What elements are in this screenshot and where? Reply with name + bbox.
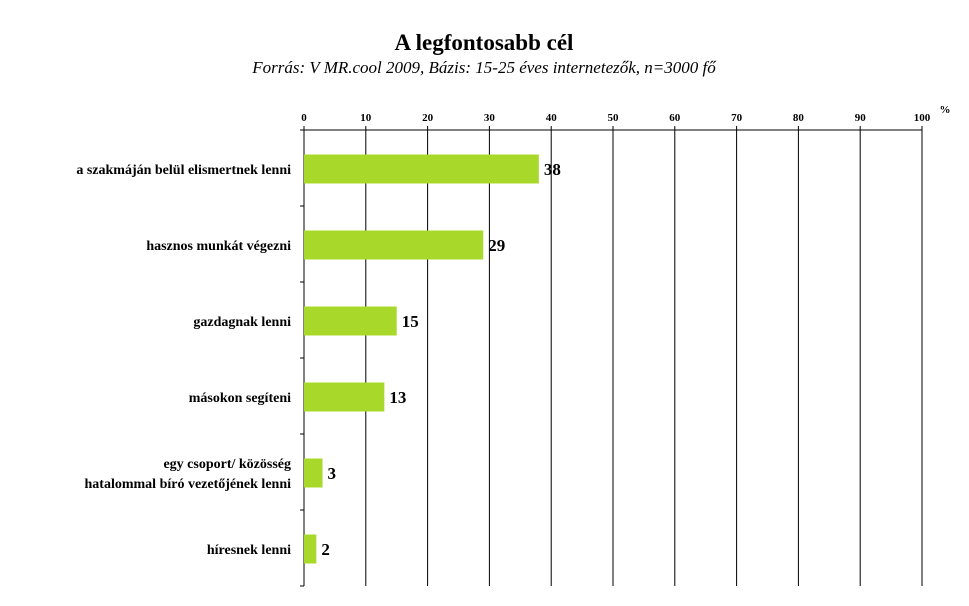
category-label: egy csoport/ közösség: [163, 457, 291, 472]
data-label: 15: [402, 312, 419, 331]
category-labels: a szakmáján belül elismertnek lenni haszn…: [76, 163, 291, 558]
data-label: 29: [488, 236, 505, 255]
data-label: 38: [544, 160, 561, 179]
category-label: gazdagnak lenni: [193, 315, 291, 330]
x-tick-label: 40: [546, 112, 558, 124]
data-label: 2: [321, 540, 330, 559]
x-tick-labels: 0 10 20 30 40 50 60 70 80 90 100: [301, 112, 931, 124]
x-tick-label: 100: [914, 112, 931, 124]
x-tick-label: 50: [608, 112, 620, 124]
chart-title: A legfontosabb cél: [395, 30, 574, 55]
x-tick-label: 80: [793, 112, 805, 124]
x-tick-label: 90: [855, 112, 867, 124]
data-labels: 38 29 15 13 3 2: [321, 160, 560, 559]
bar: [304, 306, 397, 336]
category-label: másokon segíteni: [189, 391, 291, 406]
axis-unit-label: %: [940, 104, 951, 116]
chart-subtitle: Forrás: V MR.cool 2009, Bázis: 15-25 éve…: [251, 58, 717, 77]
category-label: hatalommal bíró vezetőjének lenni: [85, 477, 292, 492]
x-tick-label: 60: [669, 112, 681, 124]
x-tick-label: 20: [422, 112, 434, 124]
bar: [304, 154, 539, 184]
bar: [304, 458, 323, 488]
bar: [304, 534, 317, 564]
data-label: 13: [389, 388, 406, 407]
x-tick-label: 10: [360, 112, 372, 124]
grid-lines: [300, 126, 923, 587]
x-tick-label: 0: [301, 112, 307, 124]
x-tick-label: 70: [731, 112, 743, 124]
data-label: 3: [328, 464, 337, 483]
x-tick-label: 30: [484, 112, 496, 124]
bar: [304, 382, 385, 412]
category-label: hasznos munkát végezni: [146, 239, 291, 254]
bar: [304, 230, 484, 260]
category-label: a szakmáján belül elismertnek lenni: [76, 163, 291, 178]
bars: [304, 154, 539, 564]
category-label: híresnek lenni: [207, 543, 291, 558]
